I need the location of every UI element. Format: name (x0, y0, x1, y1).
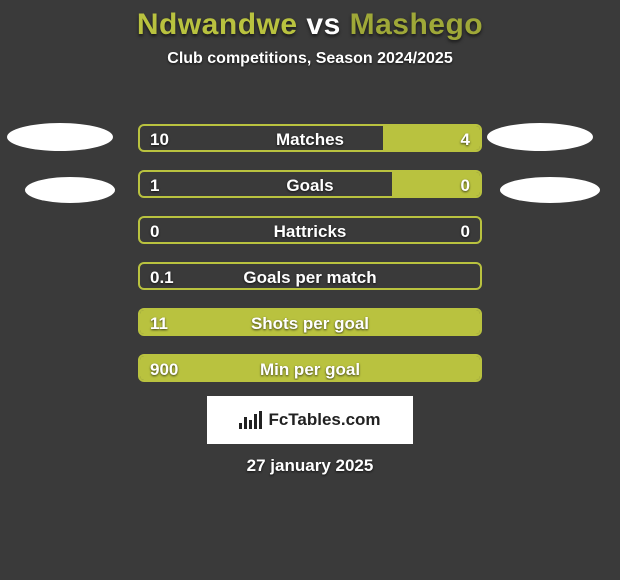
stat-label: Matches (140, 126, 480, 152)
title-player1: Ndwandwe (137, 8, 298, 41)
subtitle: Club competitions, Season 2024/2025 (0, 50, 620, 68)
stat-value-right: 0 (461, 172, 470, 198)
stat-value-right: 0 (461, 218, 470, 244)
stat-row: Goals per match0.1 (138, 262, 482, 290)
stat-value-right: 4 (461, 126, 470, 152)
stat-row: Goals1 0 (138, 170, 482, 198)
page-title: Ndwandwe vs Mashego (0, 0, 620, 42)
avatar-oval-left (7, 123, 113, 151)
stat-label: Goals (140, 172, 480, 198)
avatar-oval-left (25, 177, 115, 203)
avatar-oval-right (487, 123, 593, 151)
stat-row: Matches10 4 (138, 124, 482, 152)
stat-label: Goals per match (140, 264, 480, 290)
fctables-logo: FcTables.com (207, 396, 413, 444)
stat-value-left: 0 (150, 218, 159, 244)
stat-value-left: 10 (150, 126, 169, 152)
stat-value-left: 11 (150, 310, 168, 336)
stat-row: Hattricks0 0 (138, 216, 482, 244)
stat-row: Min per goal900 (138, 354, 482, 382)
stat-label: Min per goal (140, 356, 480, 382)
stat-value-left: 0.1 (150, 264, 174, 290)
stat-label: Shots per goal (140, 310, 480, 336)
stat-label: Hattricks (140, 218, 480, 244)
title-player2: Mashego (350, 8, 484, 41)
stat-value-left: 900 (150, 356, 178, 382)
stat-row: Shots per goal11 (138, 308, 482, 336)
date-label: 27 january 2025 (0, 456, 620, 476)
avatar-oval-right (500, 177, 600, 203)
title-vs: vs (306, 8, 340, 41)
stat-value-left: 1 (150, 172, 159, 198)
logo-bars-icon (239, 411, 262, 429)
logo-text: FcTables.com (268, 410, 380, 430)
